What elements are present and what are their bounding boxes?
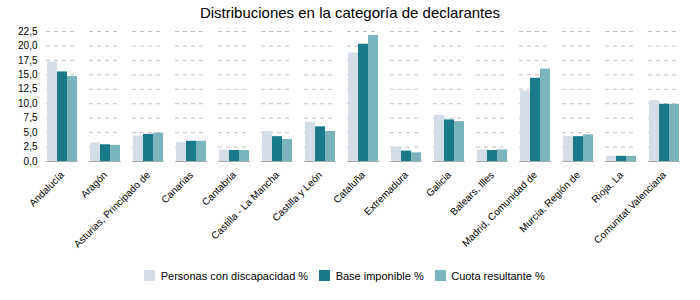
svg-text:2,5: 2,5 bbox=[24, 141, 38, 152]
svg-text:Castilla y León: Castilla y León bbox=[270, 169, 324, 223]
svg-text:Murcia, Región de: Murcia, Región de bbox=[517, 169, 582, 234]
svg-text:Cantabria: Cantabria bbox=[200, 169, 239, 208]
svg-text:Madrid, Comunidad de: Madrid, Comunidad de bbox=[460, 169, 540, 249]
svg-text:Aragón: Aragón bbox=[79, 169, 110, 200]
svg-text:Extremadura: Extremadura bbox=[362, 169, 411, 218]
svg-text:12,5: 12,5 bbox=[18, 83, 38, 94]
svg-text:Comunitat Valenciana: Comunitat Valenciana bbox=[592, 169, 669, 246]
svg-text:7,5: 7,5 bbox=[24, 112, 38, 123]
html-text:Personas con discapacidad %: Personas con discapacidad % bbox=[160, 269, 309, 282]
svg-text:Rioja, La: Rioja, La bbox=[589, 169, 625, 205]
svg-text:22,5: 22,5 bbox=[18, 26, 38, 37]
svg-text:10,0: 10,0 bbox=[18, 98, 38, 109]
svg-text:Andalucía: Andalucía bbox=[27, 169, 67, 209]
svg-text:Cataluña: Cataluña bbox=[331, 169, 367, 205]
html-text:Cuota resultante %: Cuota resultante % bbox=[451, 269, 545, 282]
svg-text:Asturias, Principado de: Asturias, Principado de bbox=[72, 169, 153, 250]
svg-text:17,5: 17,5 bbox=[18, 55, 38, 66]
svg-text:Galicia: Galicia bbox=[424, 169, 454, 199]
svg-text:5,0: 5,0 bbox=[24, 127, 38, 138]
html-text:Distribuciones en la categoría: Distribuciones en la categoría de declar… bbox=[199, 4, 501, 21]
svg-text:20,0: 20,0 bbox=[18, 40, 38, 51]
svg-text:Balears, Illes: Balears, Illes bbox=[448, 169, 496, 217]
html-text:Base imponible %: Base imponible % bbox=[335, 269, 424, 282]
svg-text:15,0: 15,0 bbox=[18, 69, 38, 80]
svg-text:Castilla - La Mancha: Castilla - La Mancha bbox=[209, 169, 282, 242]
svg-text:Canarias: Canarias bbox=[159, 169, 195, 205]
svg-text:0,0: 0,0 bbox=[24, 156, 38, 167]
